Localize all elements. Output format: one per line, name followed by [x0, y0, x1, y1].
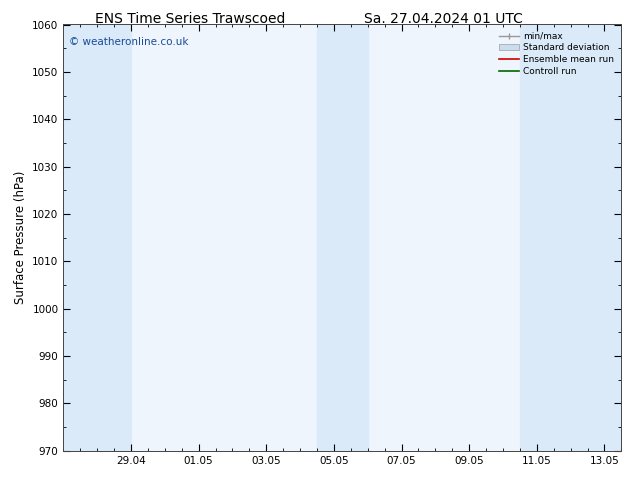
Bar	[63, 24, 131, 451]
Legend: min/max, Standard deviation, Ensemble mean run, Controll run: min/max, Standard deviation, Ensemble me…	[496, 29, 617, 78]
Bar	[520, 24, 621, 451]
Text: ENS Time Series Trawscoed: ENS Time Series Trawscoed	[95, 12, 285, 26]
Y-axis label: Surface Pressure (hPa): Surface Pressure (hPa)	[14, 171, 27, 304]
Bar	[317, 24, 368, 451]
Text: Sa. 27.04.2024 01 UTC: Sa. 27.04.2024 01 UTC	[365, 12, 523, 26]
Text: © weatheronline.co.uk: © weatheronline.co.uk	[69, 37, 188, 48]
